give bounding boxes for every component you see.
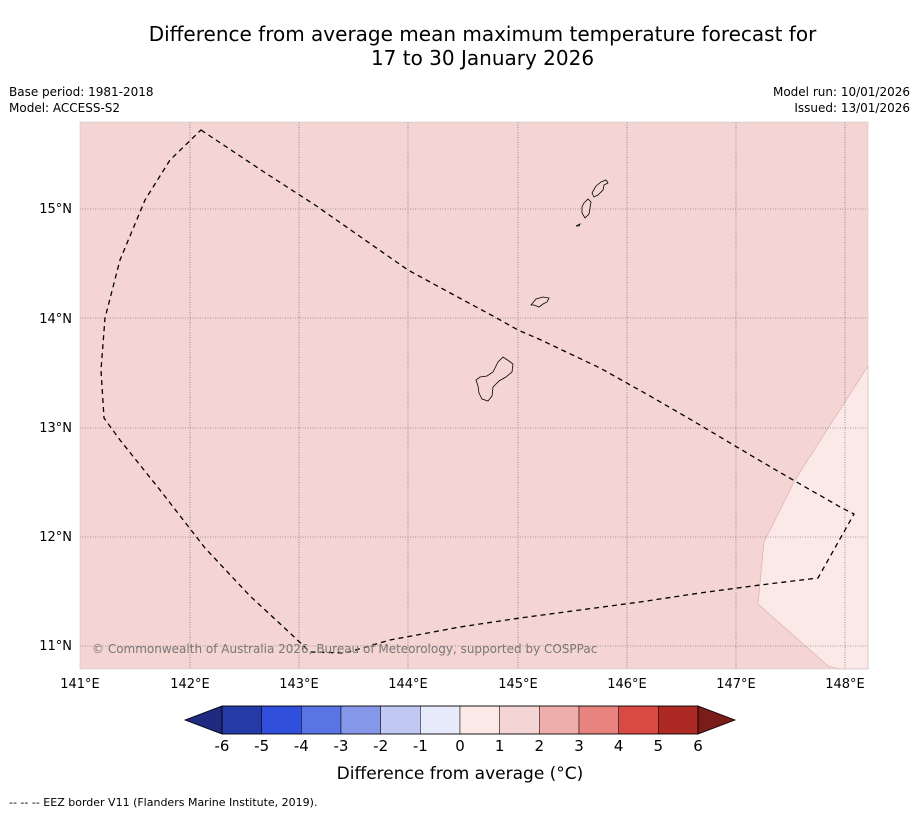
colorbar-segment xyxy=(301,705,342,735)
colorbar-label: Difference from average (°C) xyxy=(337,764,584,784)
island-tinian xyxy=(581,198,592,219)
colorbar-segment xyxy=(459,705,500,735)
y-tick-12: 12°N xyxy=(39,530,72,545)
colorbar-outline xyxy=(221,705,699,735)
colorbar-tick-label: -5 xyxy=(254,737,269,755)
eez-border xyxy=(100,129,855,654)
y-tick-11: 11°N xyxy=(39,639,72,654)
meta-right: Model run: 10/01/2026 Issued: 13/01/2026 xyxy=(773,84,910,116)
island-saipan xyxy=(591,179,609,198)
colorbar-tick-label: 5 xyxy=(654,737,664,755)
colorbar-tick-label: 1 xyxy=(495,737,505,755)
copyright-text: © Commonwealth of Australia 2026, Bureau… xyxy=(92,642,597,656)
colorbar: -6 -5 -4 -3 -2 -1 0 1 2 3 4 5 6 Difference from aver… xyxy=(183,705,737,784)
map-frame xyxy=(79,121,869,670)
colorbar-segment xyxy=(340,705,381,735)
colorbar-tick-label: -3 xyxy=(334,737,349,755)
x-tick-147: 147°E xyxy=(716,677,756,692)
x-tick-144: 144°E xyxy=(388,677,428,692)
x-tick-148: 148°E xyxy=(825,677,865,692)
eez-footnote: -- -- -- EEZ border V11 (Flanders Marine… xyxy=(9,796,318,809)
colorbar-segment xyxy=(618,705,659,735)
colorbar-tick-label: 3 xyxy=(574,737,584,755)
colorbar-tick-labels: -6 -5 -4 -3 -2 -1 0 1 2 3 4 5 6 xyxy=(215,737,703,755)
colorbar-segment xyxy=(658,705,699,735)
graticule xyxy=(80,122,868,669)
colorbar-tick-label: -1 xyxy=(413,737,428,755)
colorbar-segment xyxy=(261,705,302,735)
x-tick-143: 143°E xyxy=(279,677,319,692)
map-title: Difference from average mean maximum tem… xyxy=(0,22,919,70)
coastlines xyxy=(475,179,609,402)
map-panel: © Commonwealth of Australia 2026, Bureau… xyxy=(79,121,869,670)
anomaly-fill-main xyxy=(80,122,868,669)
y-tick-15: 15°N xyxy=(39,202,72,217)
colorbar-tick-label: 2 xyxy=(535,737,545,755)
island-aguijan xyxy=(575,223,581,227)
model-name: Model: ACCESS-S2 xyxy=(9,101,121,115)
colorbar-tick-label: 6 xyxy=(693,737,703,755)
island-rota xyxy=(530,296,550,308)
colorbar-tick-label: -6 xyxy=(215,737,230,755)
title-line-2: 17 to 30 January 2026 xyxy=(370,46,595,70)
colorbar-tick-label: -4 xyxy=(294,737,309,755)
colorbar-segments xyxy=(221,705,699,735)
colorbar-under-arrow xyxy=(183,705,223,735)
x-tick-142: 142°E xyxy=(170,677,210,692)
y-tick-14: 14°N xyxy=(39,312,72,327)
x-tick-141: 141°E xyxy=(60,677,100,692)
colorbar-over-arrow xyxy=(697,705,737,735)
colorbar-segment xyxy=(380,705,421,735)
colorbar-tick-label: -2 xyxy=(373,737,388,755)
meta-left: Base period: 1981-2018 Model: ACCESS-S2 xyxy=(9,84,154,116)
model-run: Model run: 10/01/2026 xyxy=(772,85,910,99)
colorbar-segment xyxy=(539,705,580,735)
colorbar-segment xyxy=(578,705,619,735)
x-axis: 141°E 142°E 143°E 144°E 145°E 146°E 147°… xyxy=(60,677,865,692)
colorbar-segment xyxy=(499,705,540,735)
colorbar-segment xyxy=(221,705,262,735)
y-axis: 15°N 14°N 13°N 12°N 11°N xyxy=(39,202,72,654)
issued-date: Issued: 13/01/2026 xyxy=(794,101,910,115)
island-guam xyxy=(475,356,514,402)
y-tick-13: 13°N xyxy=(39,421,72,436)
x-tick-146: 146°E xyxy=(607,677,647,692)
colorbar-segment xyxy=(420,705,461,735)
base-period: Base period: 1981-2018 xyxy=(9,85,154,99)
x-tick-145: 145°E xyxy=(498,677,538,692)
colorbar-tick-label: 4 xyxy=(614,737,624,755)
title-line-1: Difference from average mean maximum tem… xyxy=(148,22,817,46)
colorbar-tick-label: 0 xyxy=(455,737,465,755)
